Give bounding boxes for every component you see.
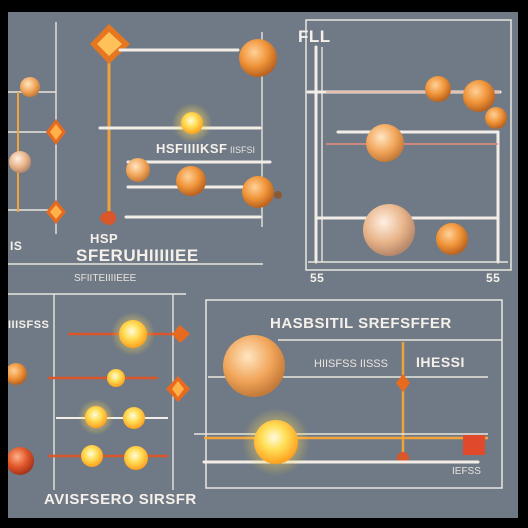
sphere-pale xyxy=(363,204,415,256)
panel-bottom-left: IIISFSS AVISFSERO SIRSFR xyxy=(8,293,197,508)
sphere-orange xyxy=(436,223,468,255)
axis-label-left: 55 xyxy=(310,271,324,285)
panel-border xyxy=(205,299,503,489)
sphere-yellow xyxy=(85,406,107,428)
diamond-marker-icon xyxy=(396,374,410,392)
badge-label: IEFSS xyxy=(452,466,481,477)
panel-subtitle: HIISFSS IISSS xyxy=(314,358,388,370)
diamond-marker-icon xyxy=(46,200,66,224)
sphere-orange xyxy=(176,166,206,196)
panel-footer: AVISFSERO SIRSFR xyxy=(44,491,197,508)
panel-top-left: HSFIIIIKSF IISFSI HSP SFERUHIIIIIEE SFII… xyxy=(8,22,282,284)
sphere-orange xyxy=(239,39,277,77)
panel-title: HASBSITIL SREFSFFER xyxy=(270,315,452,332)
sphere-orange xyxy=(8,363,27,385)
small-nub xyxy=(274,191,282,199)
star-burst-icon xyxy=(111,312,155,356)
caption-primary: HSP xyxy=(90,231,118,246)
sphere-orange xyxy=(463,80,495,112)
diamond-marker-icon xyxy=(172,325,190,343)
sphere-orange xyxy=(425,76,451,102)
diamond-marker-icon xyxy=(166,376,190,402)
sphere-orange xyxy=(485,107,507,129)
sphere-orange xyxy=(242,176,274,208)
inline-label: HSFIIIIKSF xyxy=(156,141,227,156)
caption-title: SFERUHIIIIIEE xyxy=(76,246,199,265)
panel-top-right: FLL 55 55 xyxy=(298,19,512,285)
sphere-red xyxy=(8,447,34,475)
sphere-yellow xyxy=(107,369,125,387)
sphere-yellow xyxy=(81,445,103,467)
sphere-orange xyxy=(126,158,150,182)
diamond-marker-icon xyxy=(46,119,66,145)
side-label: IS xyxy=(10,239,22,253)
sphere-orange xyxy=(20,77,40,97)
illustration-canvas: HSFIIIIKSF IISFSI HSP SFERUHIIIIIEE SFII… xyxy=(8,12,518,518)
diamond-marker-icon xyxy=(90,24,130,64)
axis-label-right: 55 xyxy=(486,271,500,285)
sphere-yellow xyxy=(124,446,148,470)
panel-bottom-right: HASBSITIL SREFSFFER HIISFSS IISSS IHESSI… xyxy=(194,299,503,489)
sphere-pale xyxy=(9,151,31,173)
inline-label: IHESSI xyxy=(416,354,465,370)
inline-label-small: IISFSI xyxy=(230,145,255,155)
corner-label: IIISFSS xyxy=(8,319,49,331)
panel-border xyxy=(305,19,512,271)
red-block xyxy=(463,435,485,455)
anchor-dot xyxy=(100,213,110,223)
illustration-svg: HSFIIIIKSF IISFSI HSP SFERUHIIIIIEE SFII… xyxy=(8,19,512,508)
sphere-orange xyxy=(366,124,404,162)
panel-title: FLL xyxy=(298,27,331,46)
star-burst-icon xyxy=(242,408,310,476)
sphere-orange xyxy=(223,335,285,397)
sphere-yellow xyxy=(123,407,145,429)
caption-sub: SFIITEIIIIEEE xyxy=(74,273,137,284)
sphere-yellow xyxy=(181,112,203,134)
